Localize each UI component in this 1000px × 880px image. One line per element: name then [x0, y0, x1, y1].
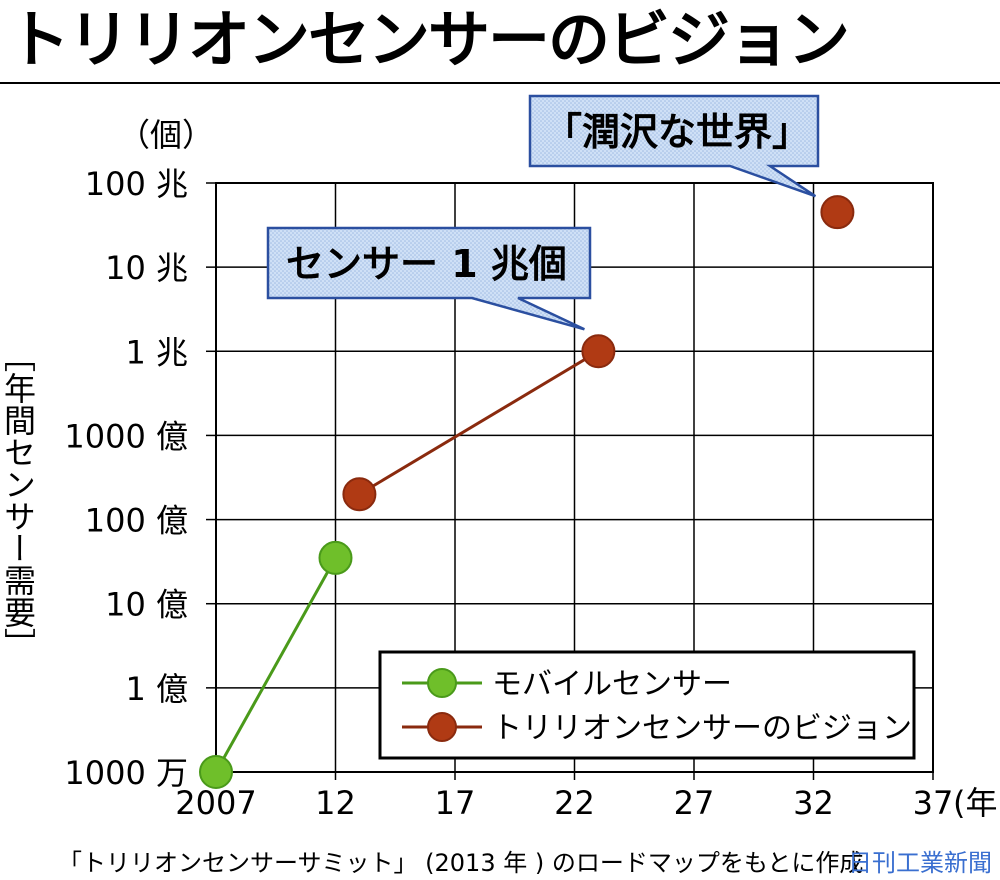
x-tick-label: 22: [554, 784, 595, 822]
x-tick-label: 32: [793, 784, 834, 822]
callout-text: センサー 1 兆個: [286, 242, 567, 286]
callout-text: 「潤沢な世界」: [544, 110, 810, 154]
chart-title: トリリオンセンサーのビジョン: [8, 3, 850, 76]
legend-box: [378, 650, 916, 760]
data-point: [318, 540, 353, 575]
credit: 日刊工業新聞: [848, 849, 992, 877]
x-tick-label: 2007: [175, 784, 256, 822]
y-tick-labels: 100 兆 10 兆 1 兆 1000 億 100 億 10 億 1 億 1000 万: [64, 165, 188, 792]
title-rule: [0, 82, 1000, 84]
y-tick-label: 1 億: [125, 670, 188, 708]
legend-label: トリリオンセンサーのビジョン: [492, 711, 912, 746]
x-tick-label: 17: [435, 784, 476, 822]
y-tick-label: 100 兆: [85, 165, 188, 203]
x-unit-label: (年): [953, 784, 1000, 822]
y-tick-label: 10 兆: [105, 249, 188, 287]
y-tick-label: 1 兆: [125, 333, 188, 371]
x-tick-label: 12: [315, 784, 356, 822]
legend-marker: [427, 712, 457, 742]
callouts: センサー 1 兆個 「潤沢な世界」: [266, 94, 820, 331]
data-point: [342, 477, 377, 512]
y-axis-label: ［年間センサー需要］: [0, 340, 37, 660]
callout-bubble: [528, 94, 820, 198]
x-tick-labels: 2007 12 17 22 27 32 37: [175, 784, 953, 822]
y-tick-label: 100 億: [85, 502, 188, 540]
series-line: [214, 557, 337, 773]
y-axis-label-text: ［年間センサー需要］: [0, 340, 37, 660]
legend-marker: [427, 668, 457, 698]
y-tick-label: 1000 万: [64, 754, 188, 792]
data-point: [581, 334, 616, 369]
series: [199, 195, 855, 789]
source-note: 「トリリオンセンサーサミット」 (2013 年 ) のロードマップをもとに作成: [58, 849, 863, 877]
x-tick-label: 27: [674, 784, 715, 822]
y-tick-label: 10 億: [105, 586, 188, 624]
y-tick-label: 1000 億: [64, 417, 188, 455]
x-tick-label: 37: [913, 784, 954, 822]
series-line: [358, 350, 600, 496]
callout-bubble: [266, 226, 592, 331]
data-point: [199, 755, 233, 789]
data-point: [820, 195, 855, 230]
legend-label: モバイルセンサー: [492, 667, 732, 702]
y-unit-label: （個）: [118, 116, 214, 154]
